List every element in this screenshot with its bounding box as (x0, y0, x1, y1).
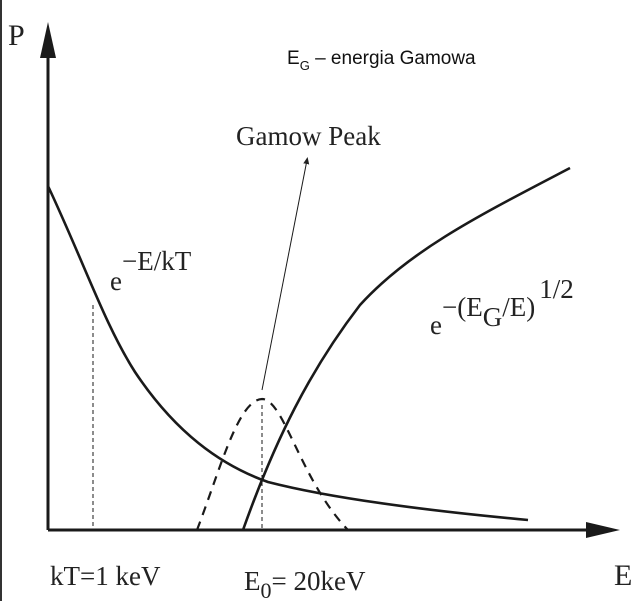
legend-subscript: G (300, 58, 310, 73)
y-axis-arrowhead (40, 22, 56, 58)
boltzmann-curve (46, 185, 529, 522)
tunneling-label: e−(EG/E)1/2 (430, 274, 574, 340)
boltzmann-label: e−E/kT (110, 246, 192, 296)
kT-tick-label: kT=1 keV (50, 561, 161, 591)
E0-subscript: 0 (261, 578, 272, 601)
gamow-peak-label: Gamow Peak (236, 121, 381, 151)
E0-symbol: E (244, 566, 261, 596)
left-border (0, 0, 2, 601)
tunneling-power: 1/2 (539, 274, 574, 304)
y-axis-label: P (8, 19, 25, 52)
tunneling-exponent: −(E (442, 292, 483, 322)
gamow-peak-curve (195, 397, 349, 531)
gamow-peak-pointer (261, 157, 310, 391)
E0-value: = 20keV (272, 566, 366, 596)
tunneling-curve (241, 166, 571, 531)
E0-tick-label: E0= 20keV (244, 566, 366, 601)
x-axis-label: E (614, 559, 632, 592)
tunneling-base: e (430, 310, 442, 340)
tunneling-exp-sub: G (483, 302, 503, 332)
x-axis-arrowhead (586, 522, 620, 538)
legend-text: – energia Gamowa (310, 48, 476, 69)
boltzmann-exponent: −E/kT (122, 246, 192, 276)
boltzmann-base: e (110, 266, 122, 296)
tunneling-exp-tail: /E) (502, 292, 535, 322)
legend-note: EG – energia Gamowa (287, 48, 476, 73)
legend-symbol: E (287, 48, 300, 69)
